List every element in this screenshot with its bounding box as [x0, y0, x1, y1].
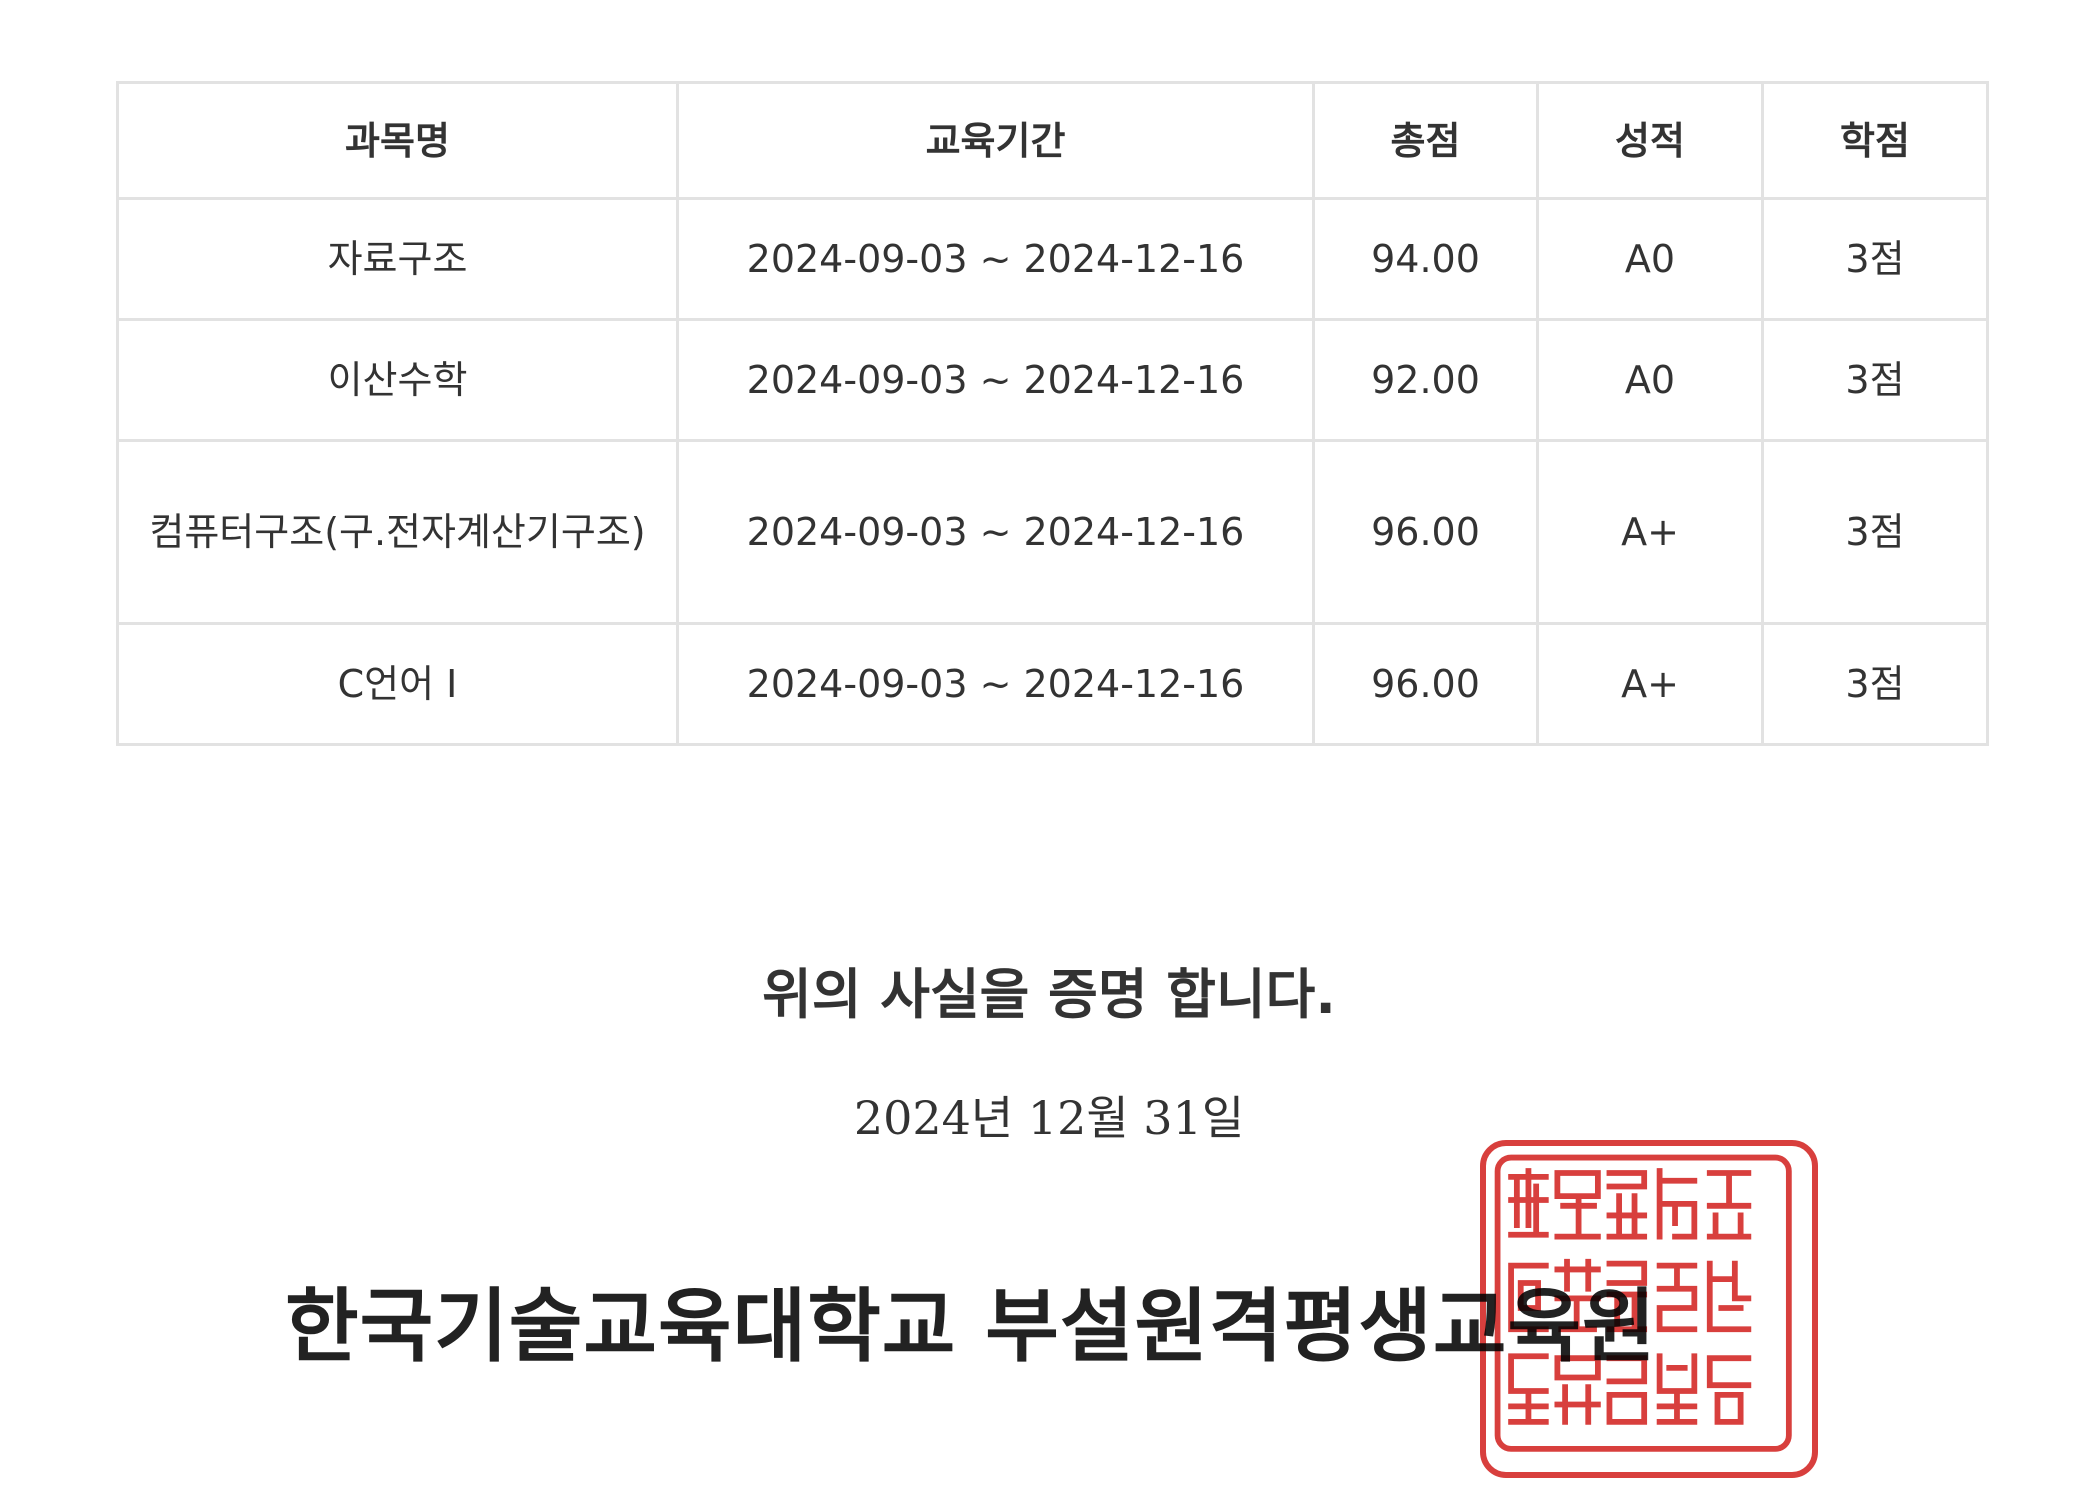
- course-total-score: 96.00: [1312, 439, 1539, 625]
- course-name: 컴퓨터구조(구.전자계산기구조): [116, 439, 679, 625]
- header-course-name: 과목명: [116, 81, 679, 200]
- course-name: C언어 I: [116, 622, 679, 746]
- table-row: C언어 I 2024-09-03 ~ 2024-12-16 96.00 A+ 3…: [116, 622, 1989, 746]
- course-total-score: 94.00: [1312, 197, 1539, 321]
- header-total-score: 총점: [1312, 81, 1539, 200]
- course-grade: A0: [1536, 318, 1764, 442]
- course-grade: A0: [1536, 197, 1764, 321]
- course-grade: A+: [1536, 439, 1764, 625]
- certification-statement: 위의 사실을 증명 합니다.: [762, 963, 1336, 1026]
- table-header-row: 과목명 교육기간 총점 성적 학점: [116, 81, 1989, 200]
- course-credits: 3점: [1761, 622, 1989, 746]
- header-grade: 성적: [1536, 81, 1764, 200]
- grades-table: 과목명 교육기간 총점 성적 학점 자료구조 2024-09-03 ~ 2024…: [116, 81, 1989, 746]
- course-period: 2024-09-03 ~ 2024-12-16: [676, 197, 1315, 321]
- course-name: 이산수학: [116, 318, 679, 442]
- course-credits: 3점: [1761, 318, 1989, 442]
- course-period: 2024-09-03 ~ 2024-12-16: [676, 622, 1315, 746]
- course-period: 2024-09-03 ~ 2024-12-16: [676, 318, 1315, 442]
- course-credits: 3점: [1761, 439, 1989, 625]
- header-credits: 학점: [1761, 81, 1989, 200]
- table-row: 컴퓨터구조(구.전자계산기구조) 2024-09-03 ~ 2024-12-16…: [116, 439, 1989, 625]
- seal-glyphs: [1494, 1154, 1792, 1452]
- course-period: 2024-09-03 ~ 2024-12-16: [676, 439, 1315, 625]
- course-grade: A+: [1536, 622, 1764, 746]
- official-seal-icon: [1480, 1140, 1818, 1478]
- table-row: 자료구조 2024-09-03 ~ 2024-12-16 94.00 A0 3점: [116, 197, 1989, 321]
- course-name: 자료구조: [116, 197, 679, 321]
- header-period: 교육기간: [676, 81, 1315, 200]
- course-credits: 3점: [1761, 197, 1989, 321]
- institution-name: 한국기술교육대학교 부설원격평생교육원: [285, 1280, 1657, 1373]
- course-total-score: 92.00: [1312, 318, 1539, 442]
- course-total-score: 96.00: [1312, 622, 1539, 746]
- table-row: 이산수학 2024-09-03 ~ 2024-12-16 92.00 A0 3점: [116, 318, 1989, 442]
- issue-date: 2024년 12월 31일: [853, 1091, 1245, 1145]
